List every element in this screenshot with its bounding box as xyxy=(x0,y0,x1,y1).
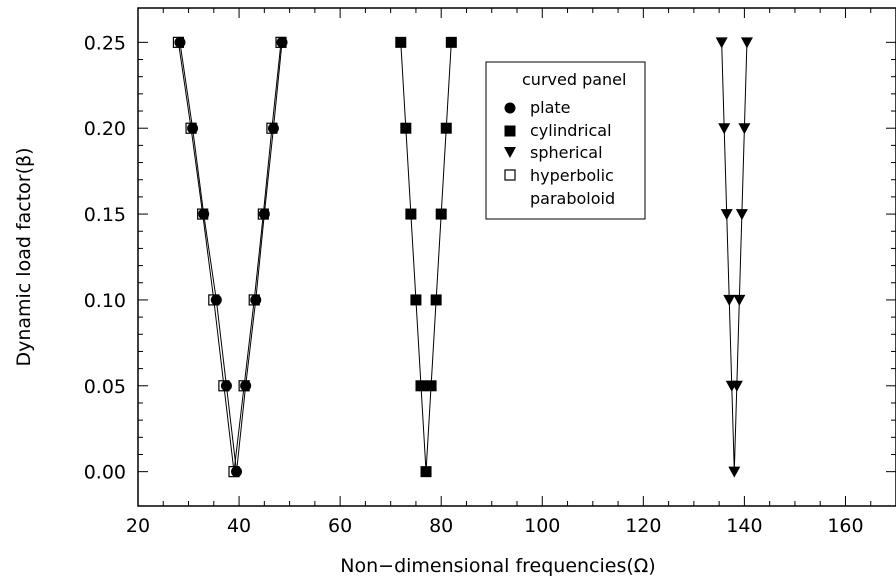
point-spherical xyxy=(715,37,728,49)
x-tick-label: 80 xyxy=(429,515,453,537)
legend-box xyxy=(485,61,646,220)
point-plate xyxy=(250,294,262,306)
point-cylindrical xyxy=(430,294,442,306)
point-spherical xyxy=(738,123,751,135)
x-tick-label: 160 xyxy=(827,515,863,537)
y-tick-label: 0.10 xyxy=(84,290,126,312)
tick-labels: 20 40 60 80 100 120 140 160 0.00 0.05 0.10 0.15 0.20… xyxy=(84,32,864,537)
point-spherical xyxy=(730,380,743,392)
y-axis-label: Dynamic load factor(β) xyxy=(13,147,35,366)
point-spherical xyxy=(723,294,736,306)
y-tick-label: 0.00 xyxy=(84,462,126,484)
series-markers xyxy=(172,36,753,478)
series-line-plate xyxy=(179,42,283,472)
point-cylindrical xyxy=(410,294,422,306)
x-tick-label: 100 xyxy=(524,515,560,537)
series-line-spherical xyxy=(721,42,748,472)
x-tick-label: 120 xyxy=(625,515,661,537)
series-line-hyperbolic-paraboloid xyxy=(177,42,282,472)
point-cylindrical xyxy=(395,36,407,48)
y-tick-label: 0.20 xyxy=(84,118,126,140)
point-plate xyxy=(187,122,199,134)
point-spherical xyxy=(720,209,733,221)
point-plate xyxy=(267,122,279,134)
point-cylindrical xyxy=(405,208,417,220)
y-tick-label: 0.25 xyxy=(84,32,126,54)
point-plate xyxy=(198,208,210,220)
legend-entry-paraboloid: paraboloid xyxy=(530,189,615,208)
point-plate xyxy=(231,466,243,478)
legend-marker-hyperbolic-paraboloid xyxy=(504,169,516,181)
legend-entry-cylindrical: cylindrical xyxy=(530,121,612,140)
point-cylindrical xyxy=(440,122,452,134)
point-spherical xyxy=(740,37,753,49)
point-plate xyxy=(220,380,232,392)
point-plate xyxy=(240,380,252,392)
legend-entry-hyperbolic: hyperbolic xyxy=(530,166,614,185)
point-plate xyxy=(258,208,270,220)
point-cylindrical xyxy=(435,208,447,220)
y-tick-label: 0.15 xyxy=(84,204,126,226)
series-lines xyxy=(177,42,748,472)
point-cylindrical xyxy=(400,122,412,134)
point-cylindrical xyxy=(420,466,432,478)
point-spherical xyxy=(718,123,731,135)
x-tick-label: 60 xyxy=(328,515,352,537)
point-cylindrical xyxy=(425,380,437,392)
series-line-cylindrical xyxy=(400,42,452,472)
legend-entry-plate: plate xyxy=(530,98,571,117)
legend-marker-plate xyxy=(504,102,516,114)
axis-ticks xyxy=(137,8,896,506)
point-cylindrical xyxy=(415,380,427,392)
x-tick-label: 140 xyxy=(726,515,762,537)
point-plate xyxy=(276,36,288,48)
legend-marker-cylindrical xyxy=(504,125,516,137)
legend-title: curved panel xyxy=(522,70,626,89)
point-plate xyxy=(210,294,222,306)
x-tick-label: 40 xyxy=(227,515,251,537)
legend-entry-spherical: spherical xyxy=(530,143,603,162)
point-spherical xyxy=(733,294,746,306)
legend: curved panel plate cylindrical spherical… xyxy=(485,61,646,220)
point-spherical xyxy=(728,466,741,478)
x-tick-label: 20 xyxy=(126,515,150,537)
legend-marker-spherical xyxy=(504,147,516,158)
point-cylindrical xyxy=(445,36,457,48)
y-tick-label: 0.05 xyxy=(84,376,126,398)
point-plate xyxy=(174,36,186,48)
x-axis-label: Non−dimensional frequencies(Ω) xyxy=(340,555,655,577)
point-spherical xyxy=(735,209,748,221)
